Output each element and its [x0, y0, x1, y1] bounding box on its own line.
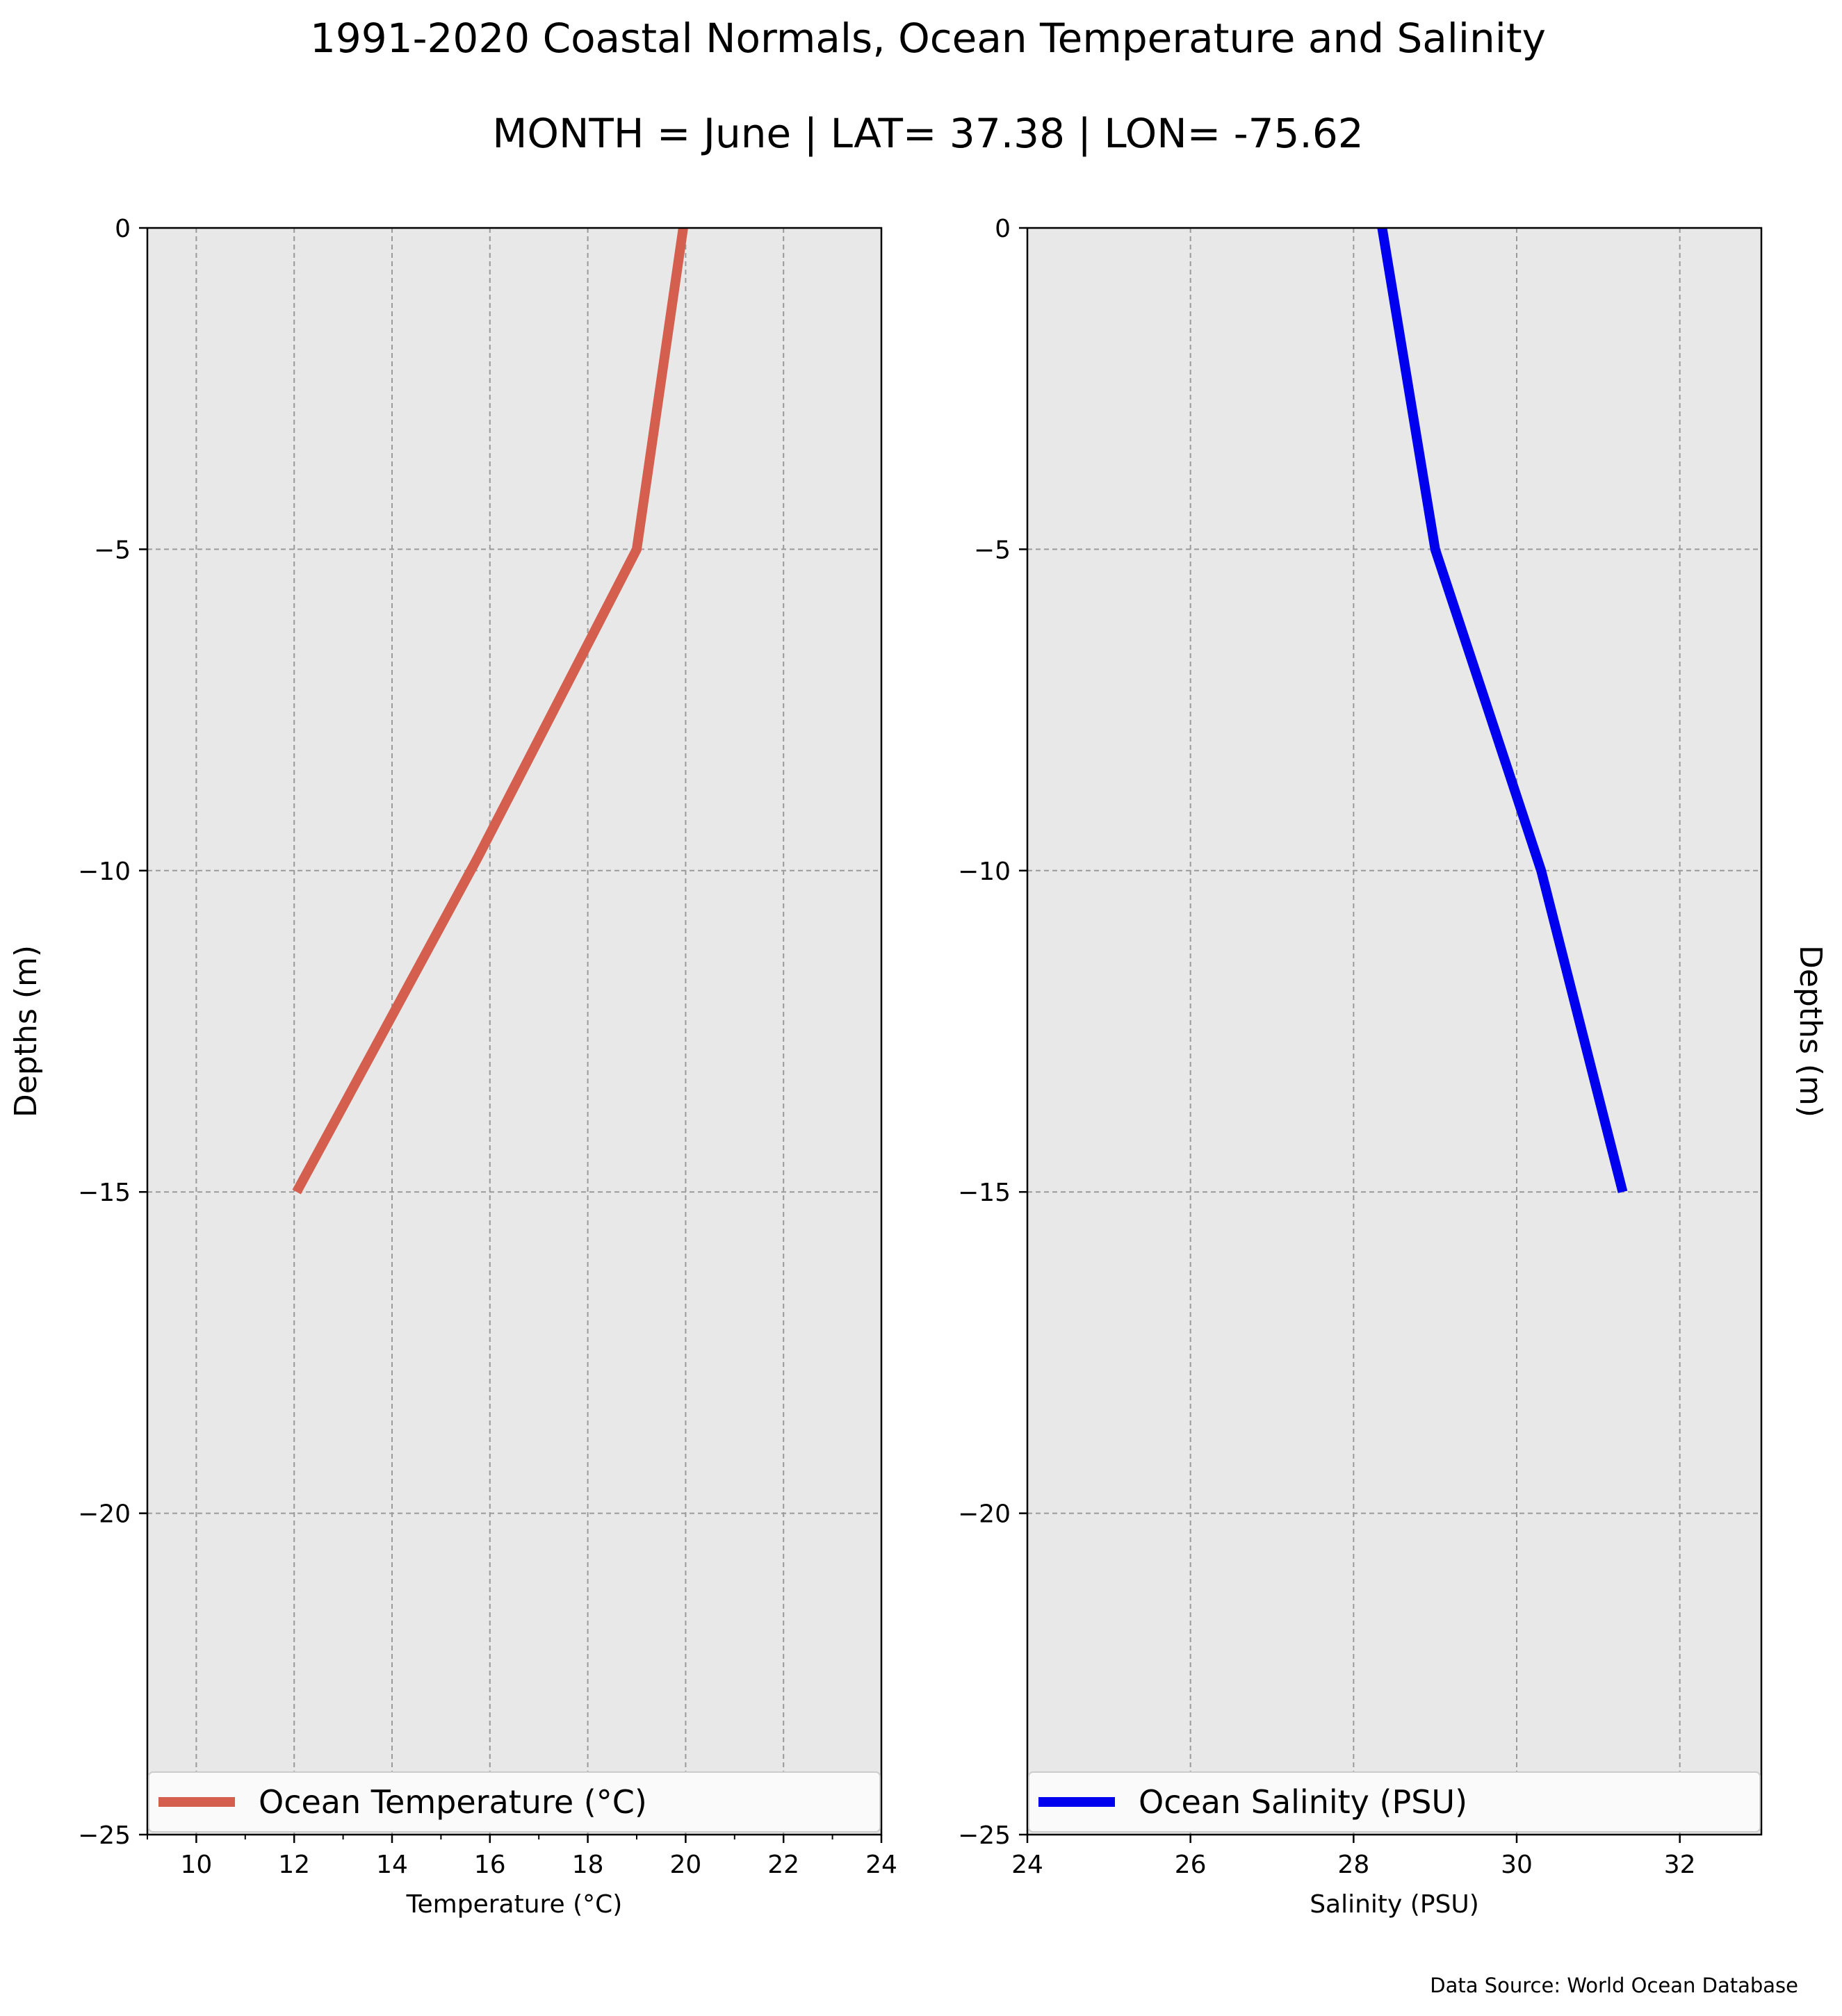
- salinity-ytick-label: 0: [995, 215, 1011, 243]
- salinity-yaxis-label: Depths (m): [1793, 945, 1828, 1117]
- temperature-xtick-label: 22: [767, 1851, 799, 1879]
- temperature-xtick-label: 24: [865, 1851, 897, 1879]
- temperature-plot-area: [147, 228, 881, 1835]
- temperature-ytick-label: −5: [94, 536, 131, 564]
- salinity-series-line: [1377, 227, 1628, 1193]
- temperature-xtick-label: 14: [376, 1851, 408, 1879]
- salinity-xtick-label: 30: [1501, 1851, 1533, 1879]
- data-source-note: Data Source: World Ocean Database: [1430, 1974, 1798, 1997]
- salinity-ytick-label: −10: [958, 858, 1011, 886]
- salinity-legend-box: [1028, 1771, 1761, 1833]
- salinity-plot-area: [1027, 228, 1761, 1835]
- temperature-xtick-label: 18: [572, 1851, 604, 1879]
- temperature-xtick-label: 10: [180, 1851, 212, 1879]
- temperature-xaxis-label: Temperature (°C): [406, 1890, 623, 1919]
- temperature-yaxis-label: Depths (m): [8, 945, 44, 1117]
- temperature-panel: 10 12 14 16 18 20 22 24 0 −5 −10 −15 −20 −25 Temperatu…: [8, 215, 897, 1919]
- temperature-ytick-label: −15: [78, 1179, 131, 1207]
- salinity-ytick-label: −25: [958, 1821, 1011, 1850]
- salinity-xtick-label: 32: [1664, 1851, 1696, 1879]
- temperature-axes-frame: [146, 227, 883, 1836]
- temperature-legend-box: [148, 1771, 881, 1833]
- figure-title: 1991-2020 Coastal Normals, Ocean Tempera…: [310, 15, 1546, 62]
- figure-subtitle: MONTH = June | LAT= 37.38 | LON= -75.62: [492, 110, 1363, 157]
- temperature-ytick-label: −20: [78, 1500, 131, 1529]
- temperature-ytick-label: 0: [115, 215, 131, 243]
- salinity-legend-label: Ocean Salinity (PSU): [1139, 1783, 1467, 1821]
- salinity-ytick-label: −15: [958, 1179, 1011, 1207]
- salinity-xtick-label: 24: [1011, 1851, 1043, 1879]
- salinity-axes-frame: [1026, 227, 1763, 1836]
- salinity-xtick-label: 28: [1337, 1851, 1369, 1879]
- temperature-xtick-label: 12: [278, 1851, 310, 1879]
- temperature-ytick-label: −25: [78, 1821, 131, 1850]
- salinity-xtick-label: 26: [1175, 1851, 1207, 1879]
- temperature-series-line: [292, 227, 688, 1195]
- temperature-legend-label: Ocean Temperature (°C): [259, 1783, 647, 1821]
- salinity-xaxis-label: Salinity (PSU): [1310, 1890, 1479, 1919]
- temperature-xtick-label: 20: [669, 1851, 701, 1879]
- salinity-ytick-label: −20: [958, 1500, 1011, 1529]
- salinity-panel: 24 26 28 30 32 0 −5 −10 −15 −20 −25 Salinity (PSU) D…: [958, 215, 1828, 1919]
- salinity-ytick-label: −5: [974, 536, 1011, 564]
- temperature-xtick-label: 16: [474, 1851, 506, 1879]
- temperature-ytick-label: −10: [78, 858, 131, 886]
